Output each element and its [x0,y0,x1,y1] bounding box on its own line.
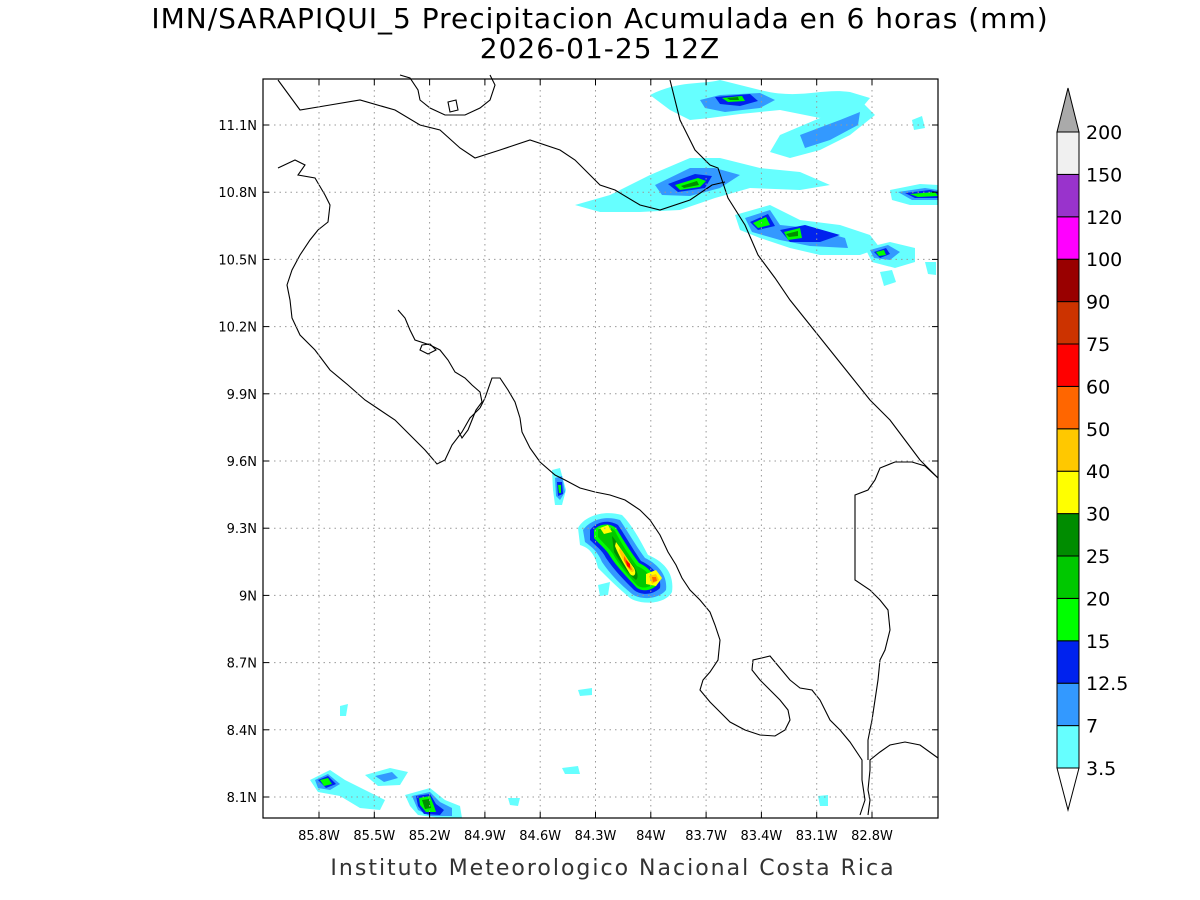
rain-cell [770,100,875,158]
rain-cell [865,242,915,286]
lat-tick-label: 8.4N [227,724,257,739]
colorbar-swatch [1056,131,1080,175]
caribbean-coast [669,79,939,479]
map-grid [263,79,938,818]
lon-tick-label: 84.3W [575,829,617,844]
colorbar-swatch [1056,343,1080,387]
colorbar-label: 50 [1086,419,1110,441]
colorbar-swatch [1056,258,1080,303]
rain-cell-main [578,513,673,603]
lat-tick-label: 9.3N [227,522,257,537]
map-plot-area: 85.8W 85.5W 85.2W 84.9W 84.6W 84.3W 84W 83.7W 83… [218,74,939,844]
colorbar-label: 15 [1086,631,1110,653]
colorbar-label: 25 [1086,546,1110,568]
gulf-of-nicoya [397,309,483,440]
lat-tick-label: 9.6N [227,455,257,470]
panama-coast [854,461,939,760]
colorbar-label: 40 [1086,461,1110,483]
pacific-coast-north [277,159,481,465]
colorbar-swatch [1056,470,1080,515]
colorbar-label: 12.5 [1086,673,1128,695]
lon-tick-label: 83.7W [685,829,727,844]
lon-tick-label: 82.8W [851,829,893,844]
rain-specks [340,688,828,806]
lon-tick-label: 85.5W [353,829,395,844]
lat-tick-label: 10.8N [218,186,257,201]
lon-tick-label: 84.9W [464,829,506,844]
map-frame [262,78,939,819]
colorbar-swatch [1056,597,1080,642]
lat-tick-label: 8.7N [227,657,257,672]
colorbar-label: 60 [1086,376,1110,398]
colorbar-swatch [1056,725,1080,769]
colorbar-swatch [1056,385,1080,430]
lon-tick-label: 83.1W [796,829,838,844]
lon-tick-label: 85.2W [409,829,451,844]
lake-island [447,99,459,113]
footer-credit: Instituto Meteorologico Nacional Costa R… [330,856,896,881]
nicoya-island [419,343,437,355]
pacific-coast-central [479,377,866,816]
colorbar-label: 120 [1086,207,1122,229]
lat-tick-label: 11.1N [218,119,257,134]
rain-cell [575,158,830,212]
rain-cell [552,468,610,596]
lon-tick-label: 83.4W [740,829,782,844]
colorbar-label: 150 [1086,164,1122,186]
colorbar-label: 7 [1086,716,1098,738]
colorbar-label: 100 [1086,249,1122,271]
colorbar-label: 20 [1086,588,1110,610]
rain-cell [310,768,408,810]
rain-cell [735,205,880,255]
colorbar-label: 75 [1086,334,1110,356]
colorbar-swatch [1056,428,1080,472]
map-subtitle: 2026-01-25 12Z [479,32,721,65]
lat-tick-label: 10.5N [218,253,257,268]
lon-tick-label: 85.8W [298,829,340,844]
rain-cell [890,116,938,275]
colorbar-label: 30 [1086,504,1110,526]
colorbar-arrow-top [1056,87,1080,133]
colorbar-arrow-bottom [1056,767,1080,812]
colorbar-swatch [1056,640,1080,684]
colorbar-swatch [1056,301,1080,345]
lat-axis: 11.1N 10.8N 10.5N 10.2N 9.9N 9.6N 9.3N 9N 8.7N 8.… [218,119,938,806]
lat-tick-label: 10.2N [218,321,257,336]
nicaragua-border [277,79,726,211]
lake-shore [399,74,496,116]
rain-cell [650,80,870,120]
map-title: IMN/SARAPIQUI_5 Precipitacion Acumulada … [151,2,1049,35]
colorbar-swatch [1056,555,1080,599]
colorbar-label: 90 [1086,292,1110,314]
lon-tick-label: 84W [636,829,666,844]
lat-tick-label: 9.9N [227,388,257,403]
colorbar: 3.5 7 12.5 15 20 25 30 40 50 60 75 90 100 120 150 200 [1056,87,1128,812]
lat-tick-label: 8.1N [227,791,257,806]
colorbar-swatch [1056,173,1080,218]
rain-cell [405,788,462,818]
precipitation-field [310,80,938,818]
colorbar-label: 200 [1086,122,1122,144]
lon-axis: 85.8W 85.5W 85.2W 84.9W 84.6W 84.3W 84W 83.7W 83… [298,79,893,844]
lat-tick-label: 9N [239,589,257,604]
lon-tick-label: 84.6W [519,829,561,844]
panama-border [867,741,939,816]
colorbar-swatch [1056,682,1080,727]
colorbar-swatch [1056,513,1080,557]
colorbar-swatch [1056,216,1080,260]
coastlines [277,74,939,816]
colorbar-label: 3.5 [1086,758,1116,780]
